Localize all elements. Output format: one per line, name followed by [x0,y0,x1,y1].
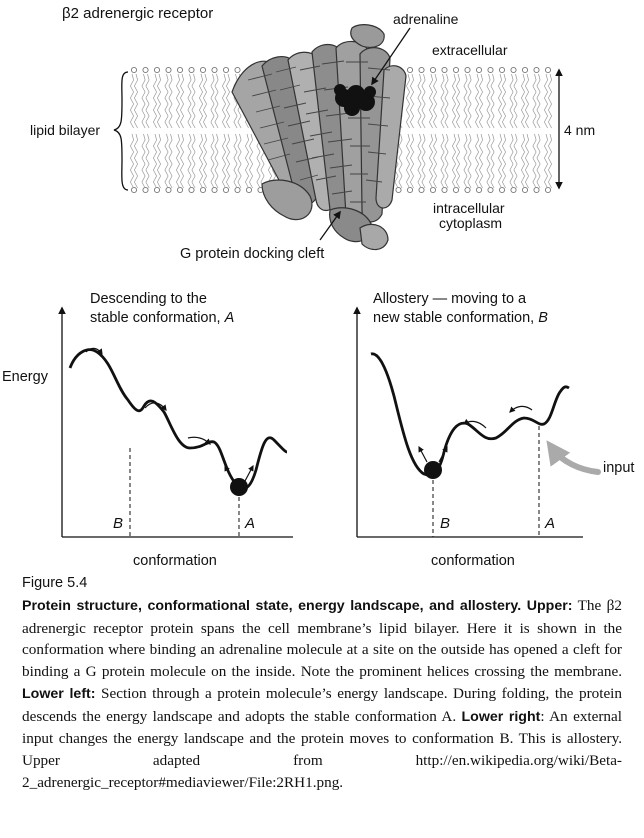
extracellular-label: extracellular [432,42,508,58]
right-title-line2: new stable conformation, B [373,310,548,326]
left-conformation-label: conformation [133,553,217,569]
caption-body: Protein structure, conformational state,… [22,595,622,793]
right-path-arrows [418,405,533,463]
left-path-arrows [85,347,254,482]
right-stable-state-ball [424,461,442,479]
left-title-line1: Descending to the [90,291,207,307]
lower-right-panel: Allostery — moving to a new stable confo… [353,291,634,569]
intracellular-label: intracellular [433,200,505,216]
adrenaline-label: adrenaline [393,11,459,27]
right-b-marker: B [440,515,450,532]
docking-cleft-pointer [319,210,341,241]
left-b-marker: B [113,515,123,532]
caption-bold-lower-right: Lower right [461,708,541,725]
cytoplasm-label: cytoplasm [439,215,502,231]
adrenaline-molecule [334,84,376,116]
adrenaline-pointer [371,27,411,86]
right-a-marker: A [544,515,555,532]
left-stable-state-ball [230,478,248,496]
thickness-label: 4 nm [564,122,595,138]
input-label: input [603,460,634,476]
caption-text-3: : An external input changes the energy l… [22,707,622,791]
energy-axis-label: Energy [2,369,49,385]
left-title-line2: stable conformation, A [90,310,234,326]
lower-left-panel: Descending to the stable conformation, A… [2,291,293,569]
input-arrow [546,440,601,475]
figure-caption: Figure 5.4 Protein structure, conformati… [22,575,622,793]
docking-cleft-label: G protein docking cleft [180,246,324,262]
right-energy-landscape-curve [370,352,570,477]
figure-number: Figure 5.4 [22,575,88,591]
left-a-marker: A [244,515,255,532]
lipid-bilayer-brace [113,71,129,191]
lipid-bilayer-label: lipid bilayer [30,122,100,138]
right-conformation-label: conformation [431,553,515,569]
caption-text-2: Section through a protein molecule’s ene… [22,684,622,725]
left-energy-landscape-curve [68,348,288,490]
upper-panel: β2 adrenergic receptor [30,5,595,262]
right-title-line1: Allostery — moving to a [373,291,527,307]
caption-text-1: The β2 adrenergic receptor protein spans… [22,597,622,681]
caption-bold-lower-left: Lower left: [22,685,96,702]
protein-ribbon [231,24,407,251]
figure-5-4: β2 adrenergic receptor [2,5,634,569]
caption-bold-lead: Protein structure, conformational state,… [22,598,573,614]
upper-title: β2 adrenergic receptor [62,5,213,22]
